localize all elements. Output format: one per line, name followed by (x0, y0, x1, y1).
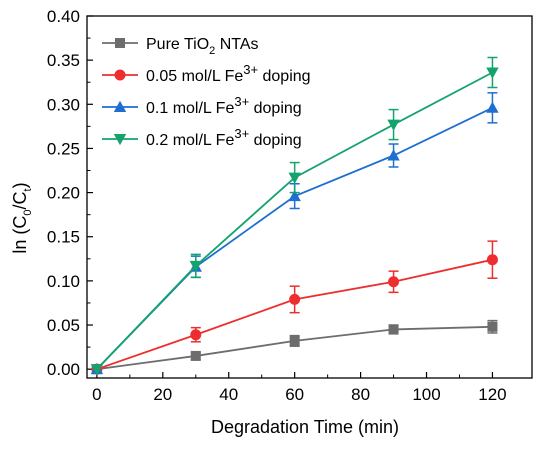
series-line-1 (96, 258, 493, 371)
data-point-3-0 (90, 364, 104, 376)
legend-label-1: 0.05 mol/L Fe3+ doping (146, 62, 311, 85)
x-tick-label-2: 40 (219, 385, 238, 404)
legend-swatch-marker-1 (114, 69, 126, 81)
y-axis-title-subt: t (22, 188, 34, 191)
legend-label-main-1: 0.05 mol/L Fe (146, 68, 243, 85)
data-point-1-2 (289, 293, 301, 305)
legend-swatch-marker-0 (115, 38, 125, 48)
legend-label-sup-2: 3+ (234, 94, 249, 109)
plot-border (86, 15, 533, 379)
y-tick-label-2: 0.10 (47, 272, 80, 291)
series-layer (90, 56, 499, 376)
series-0 (91, 319, 498, 375)
data-point-0-2 (289, 335, 300, 346)
legend-item-3: 0.2 mol/L Fe3+ doping (102, 126, 302, 149)
plot-frame (86, 15, 533, 379)
legend-swatch-marker-3 (113, 134, 127, 146)
x-tick-label-1: 20 (153, 385, 172, 404)
y-tick-label-7: 0.35 (47, 51, 80, 70)
y-axis-title-suffix: ) (10, 182, 30, 188)
x-tick-label-6: 120 (478, 385, 506, 404)
legend-swatch-marker-2 (113, 100, 127, 112)
y-axis-title-sub0: 0 (22, 209, 34, 215)
data-point-1-4 (486, 254, 498, 266)
y-tick-label-8: 0.40 (47, 7, 80, 26)
legend-label-main-3: 0.2 mol/L Fe (146, 132, 234, 149)
y-axis-title-prefix: ln (C (10, 216, 30, 254)
legend-label-main-2: 0.1 mol/L Fe (146, 100, 234, 117)
series-line-3 (96, 71, 493, 370)
legend-label-tail-0: NTAs (215, 36, 258, 53)
legend-label-tail-3: doping (249, 132, 302, 149)
y-axis-title-mid: /C (10, 191, 30, 209)
x-tick-label-4: 80 (351, 385, 370, 404)
y-tick-label-3: 0.15 (47, 228, 80, 247)
legend-label-2: 0.1 mol/L Fe3+ doping (146, 94, 302, 117)
legend-label-0: Pure TiO2 NTAs (146, 36, 259, 57)
data-point-2-4 (486, 101, 499, 113)
series-3 (90, 56, 499, 376)
legend-label-sup-1: 3+ (243, 62, 258, 77)
legend-label-tail-2: doping (249, 100, 302, 117)
series-1 (91, 240, 498, 375)
y-tick-label-1: 0.05 (47, 316, 80, 335)
data-point-3-1 (189, 260, 202, 273)
data-point-0-1 (190, 350, 201, 361)
x-tick-label-5: 100 (412, 385, 440, 404)
y-tick-label-5: 0.25 (47, 139, 80, 158)
data-point-3-4 (486, 67, 499, 79)
data-point-2-2 (288, 189, 301, 202)
legend-item-0: Pure TiO2 NTAs (102, 36, 259, 57)
y-tick-label-6: 0.30 (47, 95, 80, 114)
y-axis: 0.00 0.05 0.10 0.15 0.20 0.25 0.30 0.35 0.40 (47, 7, 93, 379)
legend-label-sub-0: 2 (209, 45, 215, 57)
data-point-0-4 (487, 321, 498, 332)
data-point-1-3 (388, 276, 400, 288)
data-point-2-3 (387, 149, 400, 161)
legend-label-main-0: Pure TiO (146, 36, 209, 53)
legend-item-1: 0.05 mol/L Fe3+ doping (102, 62, 311, 85)
x-axis-title: Degradation Time (min) (211, 417, 399, 437)
y-tick-label-0: 0.00 (47, 360, 80, 379)
y-axis-title: ln (C0/Ct) (10, 182, 34, 253)
x-axis: 0 20 40 60 80 100 120 (92, 372, 507, 404)
y-tick-label-4: 0.20 (47, 184, 80, 203)
x-tick-label-0: 0 (92, 385, 101, 404)
data-point-3-3 (387, 119, 400, 131)
x-tick-label-3: 60 (285, 385, 304, 404)
data-point-1-1 (190, 329, 202, 341)
data-point-0-3 (388, 324, 399, 335)
legend-label-sup-3: 3+ (234, 126, 249, 141)
legend-label-tail-1: doping (258, 68, 311, 85)
legend-label-3: 0.2 mol/L Fe3+ doping (146, 126, 302, 149)
data-point-3-2 (288, 172, 301, 184)
legend-item-2: 0.1 mol/L Fe3+ doping (102, 94, 302, 117)
